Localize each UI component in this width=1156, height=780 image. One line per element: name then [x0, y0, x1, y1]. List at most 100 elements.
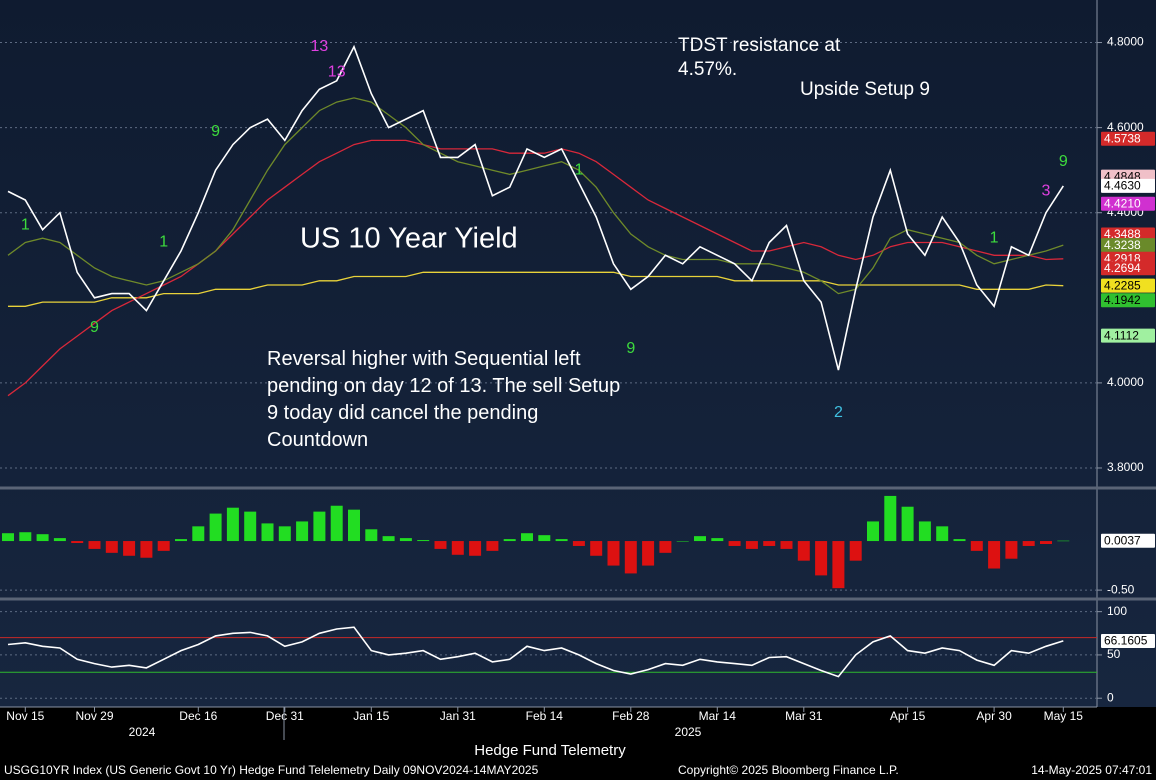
histogram-bar [1022, 541, 1035, 546]
count-label: 13 [328, 64, 346, 81]
count-label: 1 [159, 234, 168, 251]
level-box [1101, 196, 1155, 211]
series-line [7, 97, 1064, 295]
histogram-bar [105, 541, 118, 553]
histogram-bar [728, 541, 741, 546]
histogram-bar [607, 541, 620, 566]
histogram-bar [780, 541, 793, 549]
histogram-bar [503, 539, 516, 542]
annotation: Upside Setup 9 [800, 79, 930, 100]
x-tick-label: Jan 31 [440, 709, 476, 723]
series-line [8, 271, 1064, 307]
y-tick-label: 100 [1107, 604, 1127, 618]
histogram-bar [1005, 541, 1018, 559]
count-label: 3 [1042, 183, 1051, 200]
histogram-bar [521, 533, 533, 542]
annotation: Reversal higher with Sequential left pen… [267, 348, 621, 451]
panel-background [0, 0, 1156, 707]
histogram-bar [226, 507, 239, 542]
footer-center: Copyright© 2025 Bloomberg Finance L.P. [678, 763, 899, 777]
histogram-bar [745, 541, 758, 549]
histogram-bar [313, 511, 326, 542]
histogram-bar [417, 540, 430, 542]
histogram-bar [434, 541, 447, 549]
footer-title: Hedge Fund Telemetry [474, 742, 626, 759]
histogram-bar [244, 511, 257, 542]
histogram-bar [71, 541, 84, 544]
x-tick-label: Feb 14 [526, 709, 564, 723]
level-label: 4.4210 [1104, 196, 1141, 210]
x-tick-label: Jan 15 [353, 709, 389, 723]
histogram-bar [867, 521, 879, 542]
histogram-bar [590, 541, 603, 556]
count-label: 1 [574, 161, 583, 178]
histogram-bar [538, 535, 551, 542]
histogram-bar [572, 541, 585, 546]
histogram-bar [849, 541, 862, 561]
level-box [1101, 178, 1155, 193]
x-tick-label: Apr 30 [976, 709, 1012, 723]
histogram-bar [1057, 540, 1070, 542]
histogram-bar [365, 529, 378, 542]
level-label: 0.0037 [1104, 533, 1141, 547]
histogram-bar [884, 495, 897, 542]
level-box [1101, 238, 1155, 253]
count-label: 9 [626, 340, 635, 357]
histogram-bar [175, 539, 187, 542]
count-label: 1 [21, 217, 30, 234]
histogram-bar [642, 541, 655, 566]
histogram-bar [451, 541, 464, 555]
axis-background [0, 707, 1156, 762]
level-box [1101, 227, 1155, 242]
level-label: 4.2285 [1104, 278, 1141, 292]
count-label: 1 [990, 229, 999, 246]
level-label: 4.3238 [1104, 238, 1141, 252]
y-tick-label: 3.8000 [1107, 460, 1144, 474]
x-tick-label: Feb 28 [612, 709, 650, 723]
x-tick-label: Dec 16 [179, 709, 217, 723]
x-tick-label: Nov 15 [6, 709, 44, 723]
histogram-bar [296, 521, 309, 542]
level-label: 4.1112 [1104, 328, 1139, 342]
histogram-bar [469, 541, 482, 556]
level-label: 4.4630 [1104, 179, 1141, 193]
footer-right: 14-May-2025 07:47:01 [1031, 763, 1152, 777]
level-label: 4.1942 [1104, 293, 1141, 307]
histogram-bar [832, 541, 845, 589]
y-tick-label: 0 [1107, 690, 1114, 704]
histogram-bar [815, 541, 828, 576]
y-tick-label: 4.8000 [1107, 35, 1144, 49]
histogram-bar [988, 541, 1001, 569]
histogram-bar [157, 541, 170, 551]
x-tick-label: May 15 [1044, 709, 1084, 723]
y-tick-label: -0.50 [1107, 582, 1135, 596]
histogram-bar [918, 521, 931, 542]
histogram-bar [659, 541, 672, 553]
x-tick-label: Mar 31 [785, 709, 823, 723]
chart-title: US 10 Year Yield [300, 223, 518, 255]
x-tick-label: Apr 15 [890, 709, 926, 723]
series-line [7, 44, 1064, 371]
histogram-bar [348, 509, 360, 542]
histogram-bar [624, 541, 637, 574]
level-label: 4.2694 [1104, 261, 1141, 275]
histogram-bar [970, 541, 983, 551]
year-label: 2025 [675, 725, 702, 739]
histogram-bar [278, 526, 291, 542]
histogram-bar [676, 541, 689, 542]
histogram-bar [2, 533, 14, 542]
histogram-bar [88, 541, 101, 549]
year-label: 2024 [129, 725, 156, 739]
level-label: 4.5738 [1104, 131, 1141, 145]
histogram-bar [36, 534, 49, 542]
y-tick-label: 4.0000 [1107, 375, 1144, 389]
histogram-bar [797, 541, 810, 561]
histogram-bar [711, 538, 724, 542]
level-box [1101, 131, 1155, 146]
annotation: TDST resistance at 4.57%. [678, 35, 841, 80]
histogram-bar [1040, 541, 1052, 544]
histogram-bar [694, 536, 706, 542]
histogram-bar [53, 538, 66, 542]
histogram-bar [901, 506, 914, 542]
